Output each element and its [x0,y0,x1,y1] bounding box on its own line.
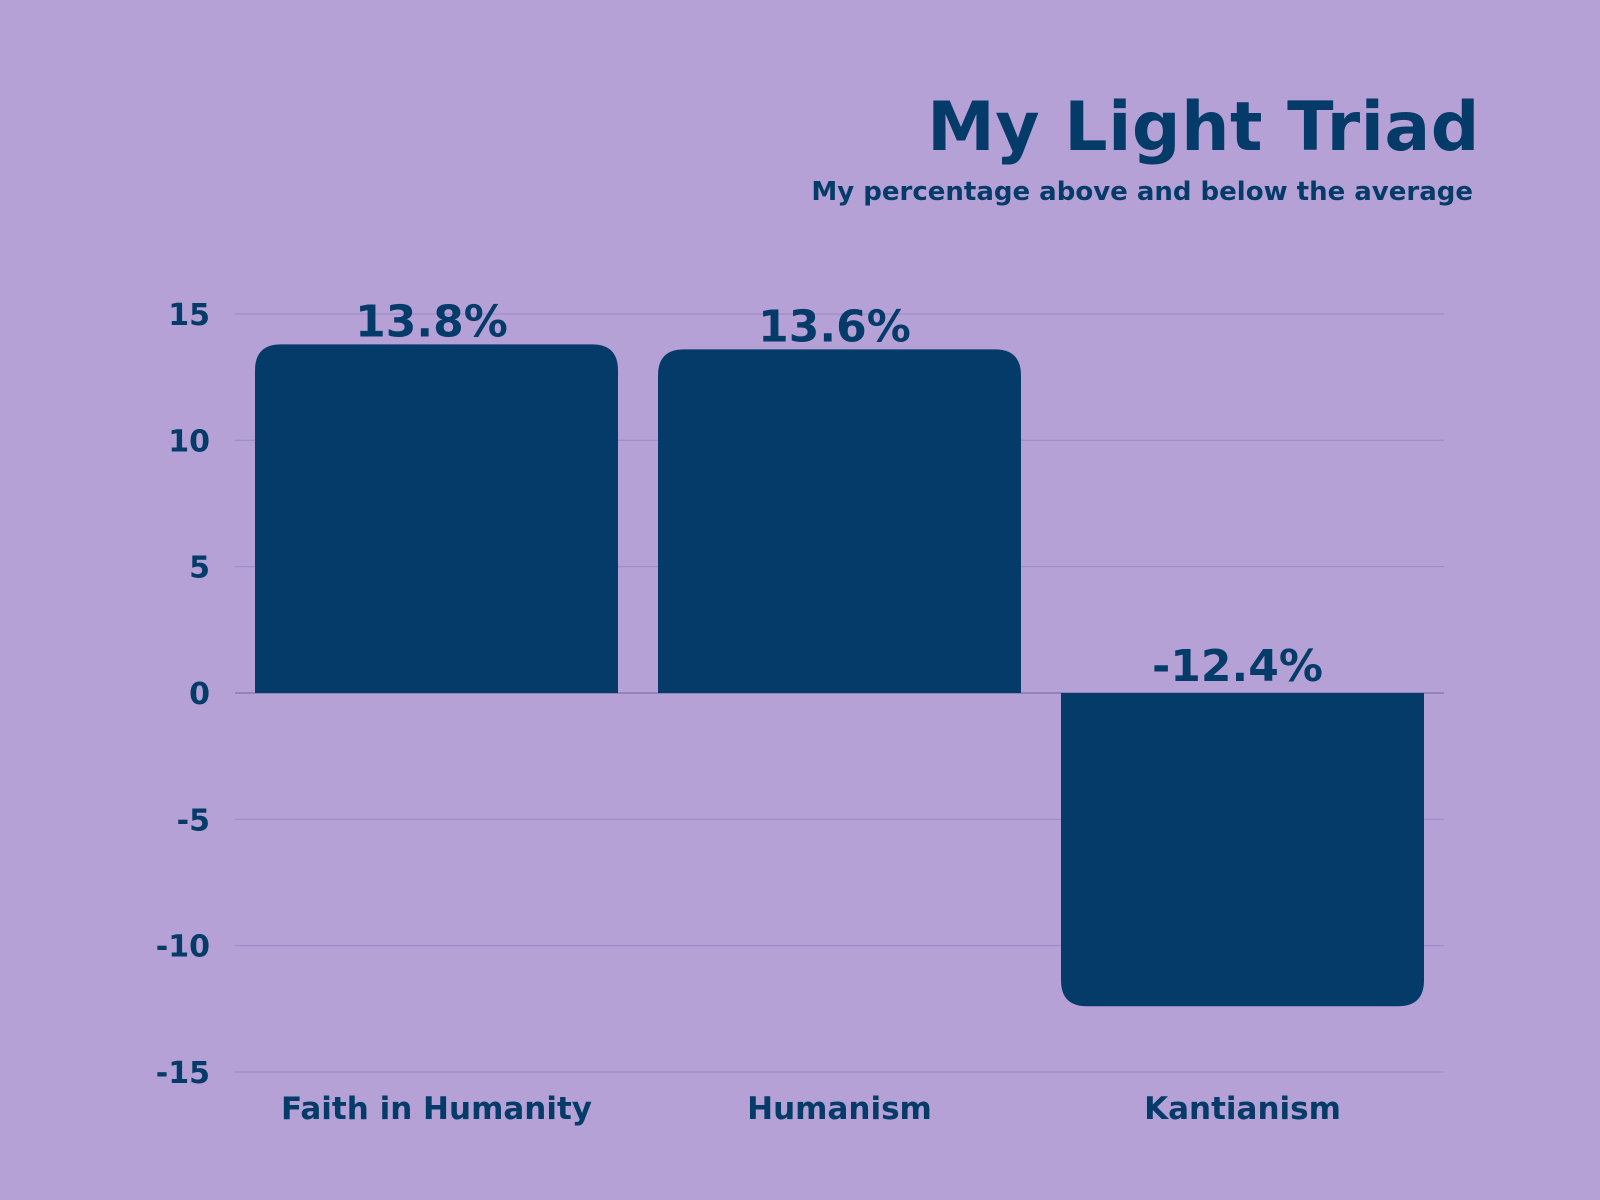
bar [658,349,1021,693]
x-category-label: Kantianism [1144,1091,1341,1127]
y-tick-label: 15 [168,298,210,333]
y-tick-label: -15 [156,1056,210,1091]
chart-title: My Light Triad [927,88,1480,167]
y-tick-label: 0 [189,677,210,712]
data-label: -12.4% [1152,641,1323,692]
y-tick-label: -5 [177,803,210,838]
x-category-label: Faith in Humanity [281,1091,592,1127]
x-category-label: Humanism [747,1091,932,1127]
y-tick-label: 5 [189,551,210,586]
bar [255,344,618,693]
y-tick-label: 10 [168,424,210,459]
bars [255,344,1424,1007]
bar [1061,693,1424,1007]
labels: 15 10 5 0 -5 -10 -15 13.8% Faith in Humanity 13.6… [156,296,1341,1127]
data-label: 13.6% [758,301,911,352]
chart-subtitle: My percentage above and below the averag… [811,177,1473,207]
y-tick-label: -10 [156,930,210,965]
data-label: 13.8% [355,296,508,347]
